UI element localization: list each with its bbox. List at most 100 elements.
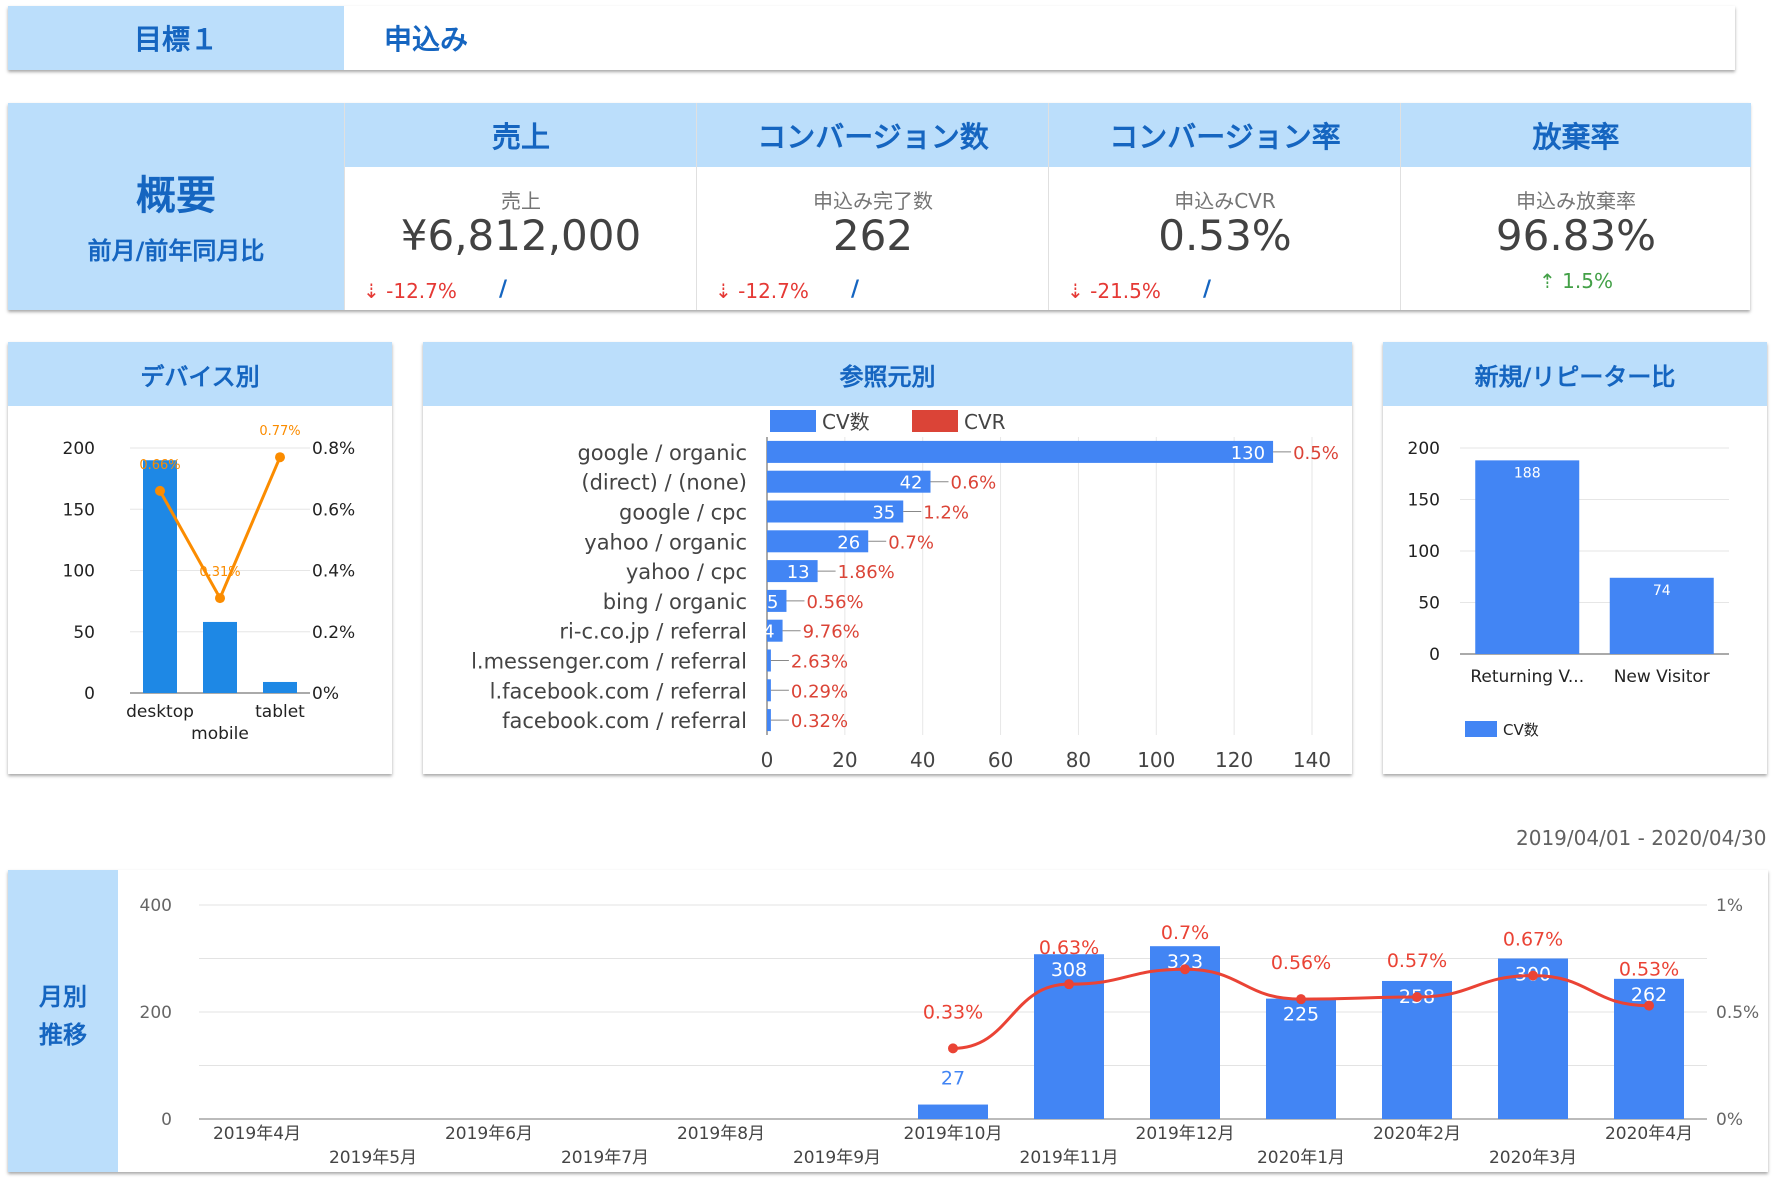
referrer-bar [767,589,787,612]
cv-data-label: 26 [837,532,860,553]
legend-label: CV数 [1503,721,1539,739]
goal-title: 目標１ [8,6,344,70]
y-tick-label: l.messenger.com / referral [471,650,747,674]
cvr-data-label: 0.31% [199,565,240,580]
x-tick-label: 100 [1137,748,1175,772]
kpi-value: 0.53% [1158,211,1292,260]
x-tick-label: Returning V... [1470,667,1584,687]
kpi-label: 申込み放棄率 [1516,189,1636,213]
monthly-card: 月別 推移 0 200 400 0% 0.5% 1% 2019年4月 2019年5月 2019年6… [8,870,1768,1172]
cvr-data-label: 9.76% [803,622,860,643]
y2-tick-label: 0.4% [312,562,355,582]
referrer-bar [767,679,771,702]
y-tick-label: google / cpc [619,501,747,525]
monthly-bar [918,1104,988,1119]
y-tick-label: 200 [1408,439,1440,459]
up-arrow-icon: ⇡ [1539,269,1556,293]
x-tick-label: 2020年1月 [1257,1148,1345,1168]
referrer-bar [767,440,1274,463]
monthly-bar [1150,946,1220,1119]
monthly-title: 月別 推移 [39,983,87,1049]
visitor-bar [1609,577,1714,654]
y-tick-label: 100 [1408,542,1440,562]
kpi-sales: 売上 売上 ¥6,812,000 ⇣ -12.7% / [344,103,697,310]
kpi-header: コンバージョン率 [1049,103,1401,167]
referrer-chart: 0 20 40 60 80 100 120 140 google / organic 130 0.5… [471,410,1339,772]
referrer-card: 参照元別 0 20 40 60 80 100 120 140 google / organic 1… [423,342,1352,774]
x-tick-label: 2020年3月 [1489,1148,1577,1168]
cv-data-label: 35 [872,503,895,524]
cvr-data-label: 0.7% [888,532,934,553]
y-tick-label: 150 [1408,491,1440,511]
monthly-bar [1382,980,1452,1119]
kpi-header: コンバージョン数 [697,103,1049,167]
cvr-data-label: 0.6% [951,473,997,494]
kpi-change: ⇣ -12.7% [363,279,457,303]
kpi-change: ⇣ -21.5% [1067,279,1161,303]
kpi-change: ⇡ 1.5% [1539,269,1613,293]
down-arrow-icon: ⇣ [1067,279,1084,303]
y2-tick-label: 1% [1716,896,1743,916]
cvr-point [215,593,225,604]
x-tick-label: 2019年7月 [561,1148,649,1168]
cv-data-label: 262 [1631,984,1667,1006]
device-chart: 0501001502000%0.2%0.4%0.6%0.8%CV数CV率desk… [63,424,356,744]
y2-tick-label: 0.6% [312,500,355,520]
referrer-bar [767,649,771,672]
overview-title: 概要 [136,173,216,219]
x-tick-label: 2019年8月 [677,1124,765,1144]
y-tick-label: 0 [1429,645,1440,665]
kpi-header: 売上 [345,103,697,167]
legend-label: CV数 [822,410,870,434]
x-tick-label: 140 [1293,748,1331,772]
monthly-bar [1498,958,1568,1119]
y-tick-label: 200 [140,1003,172,1023]
kpi-label: 売上 [501,189,541,213]
cv-data-label: 27 [941,1068,965,1090]
goal-value: 申込み [384,23,469,56]
cvr-data-label: 0.53% [1619,959,1679,981]
device-chart-title: デバイス別 [8,342,392,406]
legend-swatch [770,410,816,432]
y-tick-label: ri-c.co.jp / referral [559,620,747,644]
x-tick-label: 20 [832,748,857,772]
legend-label: CVR [964,410,1006,434]
monthly-bar [1266,998,1336,1119]
y-tick-label: 400 [140,896,172,916]
y-tick-label: yahoo / organic [584,530,747,554]
cv-data-label: 308 [1051,959,1087,981]
cvr-data-label: 0.63% [1039,937,1099,959]
cvr-data-label: 0.67% [1503,929,1563,951]
y-tick-label: 0 [84,684,95,704]
kpi-separator: / [1203,277,1212,302]
legend-swatch [912,410,958,432]
date-range[interactable]: 2019/04/01 - 2020/04/30 [1516,826,1767,850]
visitor-chart: 0 50 100 150 200 CV数 188 Returning V... 74 New Vi… [1408,439,1729,739]
referrer-bar [767,560,818,583]
kpi-value: 262 [832,211,914,260]
visitor-bar [1475,460,1580,654]
visitor-chart-title: 新規/リピーター比 [1383,342,1767,406]
kpi-value: ¥6,812,000 [400,211,642,260]
referrer-chart-title: 参照元別 [423,342,1352,406]
x-tick-label: 2019年4月 [213,1124,301,1144]
cvr-data-label: 0.56% [1271,952,1331,974]
y-tick-label: (direct) / (none) [581,471,747,495]
y-tick-label: l.facebook.com / referral [490,679,747,703]
x-tick-label: 0 [761,748,774,772]
cvr-point [275,452,285,463]
y-tick-label: 200 [63,439,95,459]
y-tick-label: 50 [73,623,95,643]
y-tick-label: bing / organic [603,590,747,614]
cv-data-label: 74 [1653,583,1671,599]
device-card: デバイス別 0501001502000%0.2%0.4%0.6%0.8%CV数C… [8,342,392,774]
kpi-header: 放棄率 [1401,103,1751,167]
monthly-chart: 0 200 400 0% 0.5% 1% 2019年4月 2019年5月 2019年6月 2019… [140,896,1760,1168]
x-tick-label: New Visitor [1614,667,1710,687]
kpi-label: 申込み完了数 [813,189,933,213]
overview-card: 概要 前月/前年同月比 売上 売上 ¥6,812,000 ⇣ -12.7% / … [8,103,1751,310]
kpi-abandon-rate: 放棄率 申込み放棄率 96.83% ⇡ 1.5% [1400,103,1751,310]
device-bar [143,460,177,693]
monthly-label-panel: 月別 推移 [8,870,118,1172]
referrer-bar [767,530,869,553]
